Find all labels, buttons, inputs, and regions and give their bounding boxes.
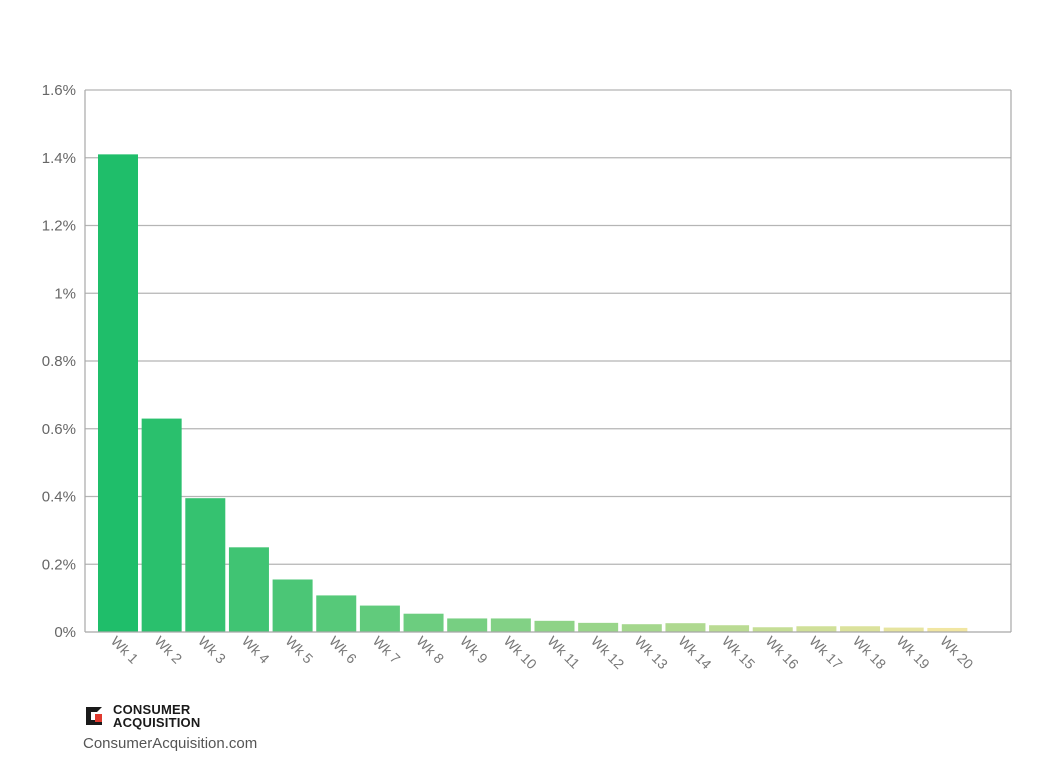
- x-tick-label: Wk 13: [632, 633, 672, 673]
- x-tick-label: Wk 6: [326, 633, 360, 667]
- x-tick-label: Wk 11: [544, 633, 583, 672]
- y-tick-label: 0%: [54, 624, 76, 641]
- bar: [752, 627, 793, 632]
- bars: [98, 154, 968, 633]
- x-tick-label: Wk 4: [239, 633, 273, 667]
- bar: [490, 618, 531, 632]
- x-tick-label: Wk 14: [675, 633, 715, 673]
- bar: [578, 622, 619, 632]
- bar: [621, 624, 662, 632]
- y-tick-label: 0.6%: [42, 421, 76, 438]
- bar: [665, 623, 706, 632]
- x-tick-label: Wk 2: [152, 633, 186, 667]
- brand-name-line2: ACQUISITION: [113, 715, 201, 730]
- bar: [228, 547, 269, 632]
- y-tick-label: 1.4%: [42, 150, 76, 167]
- x-tick-label: Wk 20: [937, 633, 977, 673]
- y-axis-ticks: 0% 0.2% 0.4% 0.6% 0.8% 1% 1.2% 1.4% 1.6%: [42, 82, 76, 641]
- bar: [709, 625, 750, 632]
- axes: [84, 90, 1012, 633]
- consumer-acquisition-logo-icon: [86, 707, 102, 725]
- x-tick-label: Wk 15: [719, 633, 759, 673]
- y-tick-label: 1.2%: [42, 218, 76, 235]
- y-tick-label: 1%: [54, 285, 76, 302]
- bar: [883, 627, 924, 632]
- x-axis-ticks: Wk 1 Wk 2 Wk 3 Wk 4 Wk 5 Wk 6 Wk 7 Wk 8 Wk 9 Wk 1…: [108, 633, 977, 673]
- y-tick-label: 0.8%: [42, 353, 76, 370]
- x-tick-label: Wk 19: [894, 633, 934, 673]
- x-tick-label: Wk 5: [282, 633, 316, 667]
- y-tick-label: 0.4%: [42, 489, 76, 506]
- x-tick-label: Wk 3: [195, 633, 229, 667]
- bar: [840, 626, 881, 632]
- bar: [141, 418, 182, 632]
- bar: [272, 579, 313, 632]
- bar: [185, 498, 226, 632]
- brand-url: ConsumerAcquisition.com: [83, 735, 258, 752]
- x-tick-label: Wk 16: [763, 633, 803, 673]
- bar: [359, 605, 400, 632]
- x-tick-label: Wk 8: [413, 633, 447, 667]
- bar: [98, 154, 138, 633]
- x-tick-label: Wk 1: [108, 633, 142, 667]
- brand-logo: CONSUMER ACQUISITION: [82, 703, 200, 729]
- x-tick-label: Wk 18: [850, 633, 890, 673]
- bar: [316, 595, 357, 632]
- brand-name-line1: CONSUMER: [113, 702, 191, 717]
- y-tick-label: 0.2%: [42, 556, 76, 573]
- brand-name: CONSUMER ACQUISITION: [113, 703, 200, 729]
- x-tick-label: Wk 9: [457, 633, 491, 667]
- bar: [796, 626, 837, 632]
- bar: [534, 620, 575, 632]
- bar: [927, 627, 968, 632]
- bar: [403, 613, 444, 632]
- gridlines: [85, 89, 1011, 565]
- y-tick-label: 1.6%: [42, 82, 76, 99]
- x-tick-label: Wk 12: [588, 633, 628, 673]
- x-tick-label: Wk 7: [370, 633, 404, 667]
- x-tick-label: Wk 17: [806, 633, 846, 673]
- x-tick-label: Wk 10: [501, 633, 541, 673]
- bar: [447, 618, 488, 632]
